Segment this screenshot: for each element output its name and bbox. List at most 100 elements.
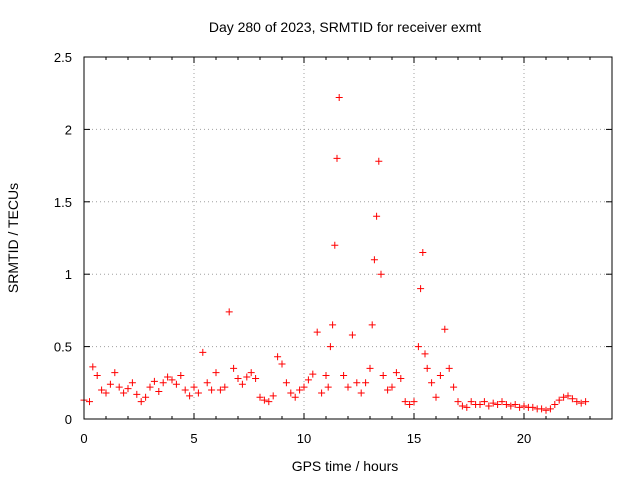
data-point — [568, 395, 576, 403]
data-point — [282, 379, 290, 387]
data-point — [538, 405, 546, 413]
data-point — [230, 364, 238, 372]
data-point — [546, 405, 554, 413]
y-tick-label: 1 — [65, 267, 72, 282]
data-point — [362, 379, 370, 387]
data-point — [208, 386, 216, 394]
data-point — [86, 398, 93, 406]
data-point — [467, 398, 475, 406]
data-point — [93, 372, 101, 380]
data-point — [260, 396, 268, 404]
data-point — [368, 321, 376, 329]
data-point — [89, 363, 97, 371]
data-point — [265, 398, 273, 406]
data-point — [353, 379, 361, 387]
grid — [84, 57, 612, 419]
data-point — [494, 401, 502, 409]
data-point — [410, 398, 418, 406]
data-point — [150, 377, 158, 385]
data-point — [322, 372, 330, 380]
x-tick-label: 10 — [297, 431, 311, 446]
data-point — [120, 389, 128, 397]
data-point — [168, 376, 176, 384]
data-point — [485, 402, 493, 410]
data-point — [392, 369, 400, 377]
y-tick-label: 2.5 — [54, 50, 72, 65]
y-tick-label: 0 — [65, 412, 72, 427]
data-point — [335, 94, 343, 102]
data-point — [146, 383, 154, 391]
data-point — [507, 402, 515, 410]
y-tick-label: 0.5 — [54, 340, 72, 355]
data-point — [124, 385, 132, 393]
data-point — [432, 393, 440, 401]
data-point — [441, 325, 449, 333]
data-point — [463, 403, 471, 411]
data-point — [172, 380, 180, 388]
data-point — [377, 270, 385, 278]
data-point — [102, 389, 110, 397]
data-point — [252, 374, 260, 382]
data-point — [436, 372, 444, 380]
data-point — [326, 343, 334, 351]
data-point — [234, 374, 242, 382]
data-point — [480, 398, 488, 406]
data-point — [370, 256, 378, 264]
axis-ticks: 0 5 10 15 20 0 0.5 1 1.5 2 2.5 — [54, 50, 613, 446]
data-point — [421, 350, 429, 358]
data-points — [80, 94, 590, 414]
data-point — [181, 386, 189, 394]
data-point — [256, 393, 264, 401]
data-point — [340, 372, 348, 380]
data-point — [300, 383, 308, 391]
data-point — [573, 398, 581, 406]
data-point — [269, 392, 277, 400]
data-point — [551, 401, 559, 409]
data-point — [329, 321, 337, 329]
data-point — [304, 376, 312, 384]
data-point — [137, 398, 145, 406]
y-tick-label: 1.5 — [54, 195, 72, 210]
data-point — [366, 364, 374, 372]
data-point — [142, 393, 150, 401]
x-tick-label: 15 — [407, 431, 421, 446]
data-point — [401, 398, 409, 406]
y-tick-label: 2 — [65, 122, 72, 137]
data-point — [186, 392, 194, 400]
data-point — [476, 401, 484, 409]
data-point — [423, 364, 431, 372]
data-point — [511, 401, 519, 409]
data-point — [194, 389, 202, 397]
data-point — [333, 154, 341, 162]
data-point — [397, 374, 405, 382]
data-point — [564, 392, 572, 400]
data-point — [417, 285, 425, 293]
data-point — [577, 399, 585, 407]
data-point — [498, 398, 506, 406]
data-point — [560, 393, 568, 401]
data-point — [414, 343, 422, 351]
x-axis-title: GPS time / hours — [292, 458, 399, 474]
data-point — [555, 396, 563, 404]
chart-title: Day 280 of 2023, SRMTID for receiver exm… — [209, 19, 481, 35]
data-point — [357, 389, 365, 397]
data-point — [373, 212, 381, 220]
data-point — [203, 379, 211, 387]
data-point — [190, 383, 198, 391]
data-point — [348, 331, 356, 339]
data-point — [309, 370, 317, 378]
data-point — [582, 398, 590, 406]
data-point — [177, 372, 185, 380]
data-point — [221, 383, 229, 391]
data-point — [375, 157, 383, 165]
data-point — [278, 360, 286, 368]
data-point — [516, 403, 524, 411]
data-point — [529, 403, 537, 411]
data-point — [106, 380, 114, 388]
data-point — [291, 393, 299, 401]
data-point — [331, 241, 339, 249]
data-point — [287, 389, 295, 397]
data-point — [520, 402, 528, 410]
